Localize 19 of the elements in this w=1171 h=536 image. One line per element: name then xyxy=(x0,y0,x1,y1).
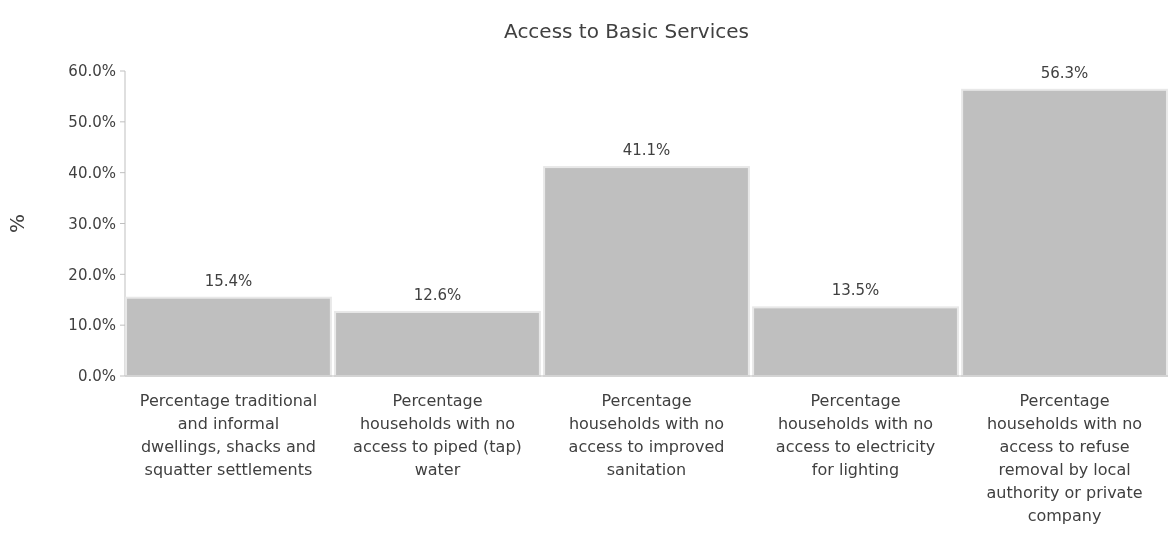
data-label: 41.1% xyxy=(622,141,671,160)
chart-title: Access to Basic Services xyxy=(504,19,749,43)
data-label: 12.6% xyxy=(413,285,462,304)
x-tick-label: Percentage households with no access to refuse removal by local authority or private company xyxy=(986,391,1143,525)
data-label: 15.4% xyxy=(204,271,253,290)
data-label: 13.5% xyxy=(831,281,880,300)
x-tick-label: Percentage traditional and informal dwellings, shacks and squatter settlements xyxy=(139,391,318,479)
y-axis-title: % xyxy=(5,213,29,234)
y-tick-label: 50.0% xyxy=(68,113,116,132)
y-tick-label: 0.0% xyxy=(77,367,116,386)
x-tick-label: Percentage households with no access to electricity for lighting xyxy=(775,391,936,479)
y-tick-label: 20.0% xyxy=(68,265,116,284)
y-tick-label: 30.0% xyxy=(68,214,116,233)
y-tick-label: 10.0% xyxy=(68,316,116,335)
y-tick-label: 40.0% xyxy=(68,163,116,182)
y-tick-label: 60.0% xyxy=(68,62,116,81)
x-tick-label: Percentage households with no access to improved sanitation xyxy=(568,391,725,479)
data-label: 56.3% xyxy=(1040,63,1089,82)
x-tick-label: Percentage households with no access to piped (tap) water xyxy=(353,391,522,479)
